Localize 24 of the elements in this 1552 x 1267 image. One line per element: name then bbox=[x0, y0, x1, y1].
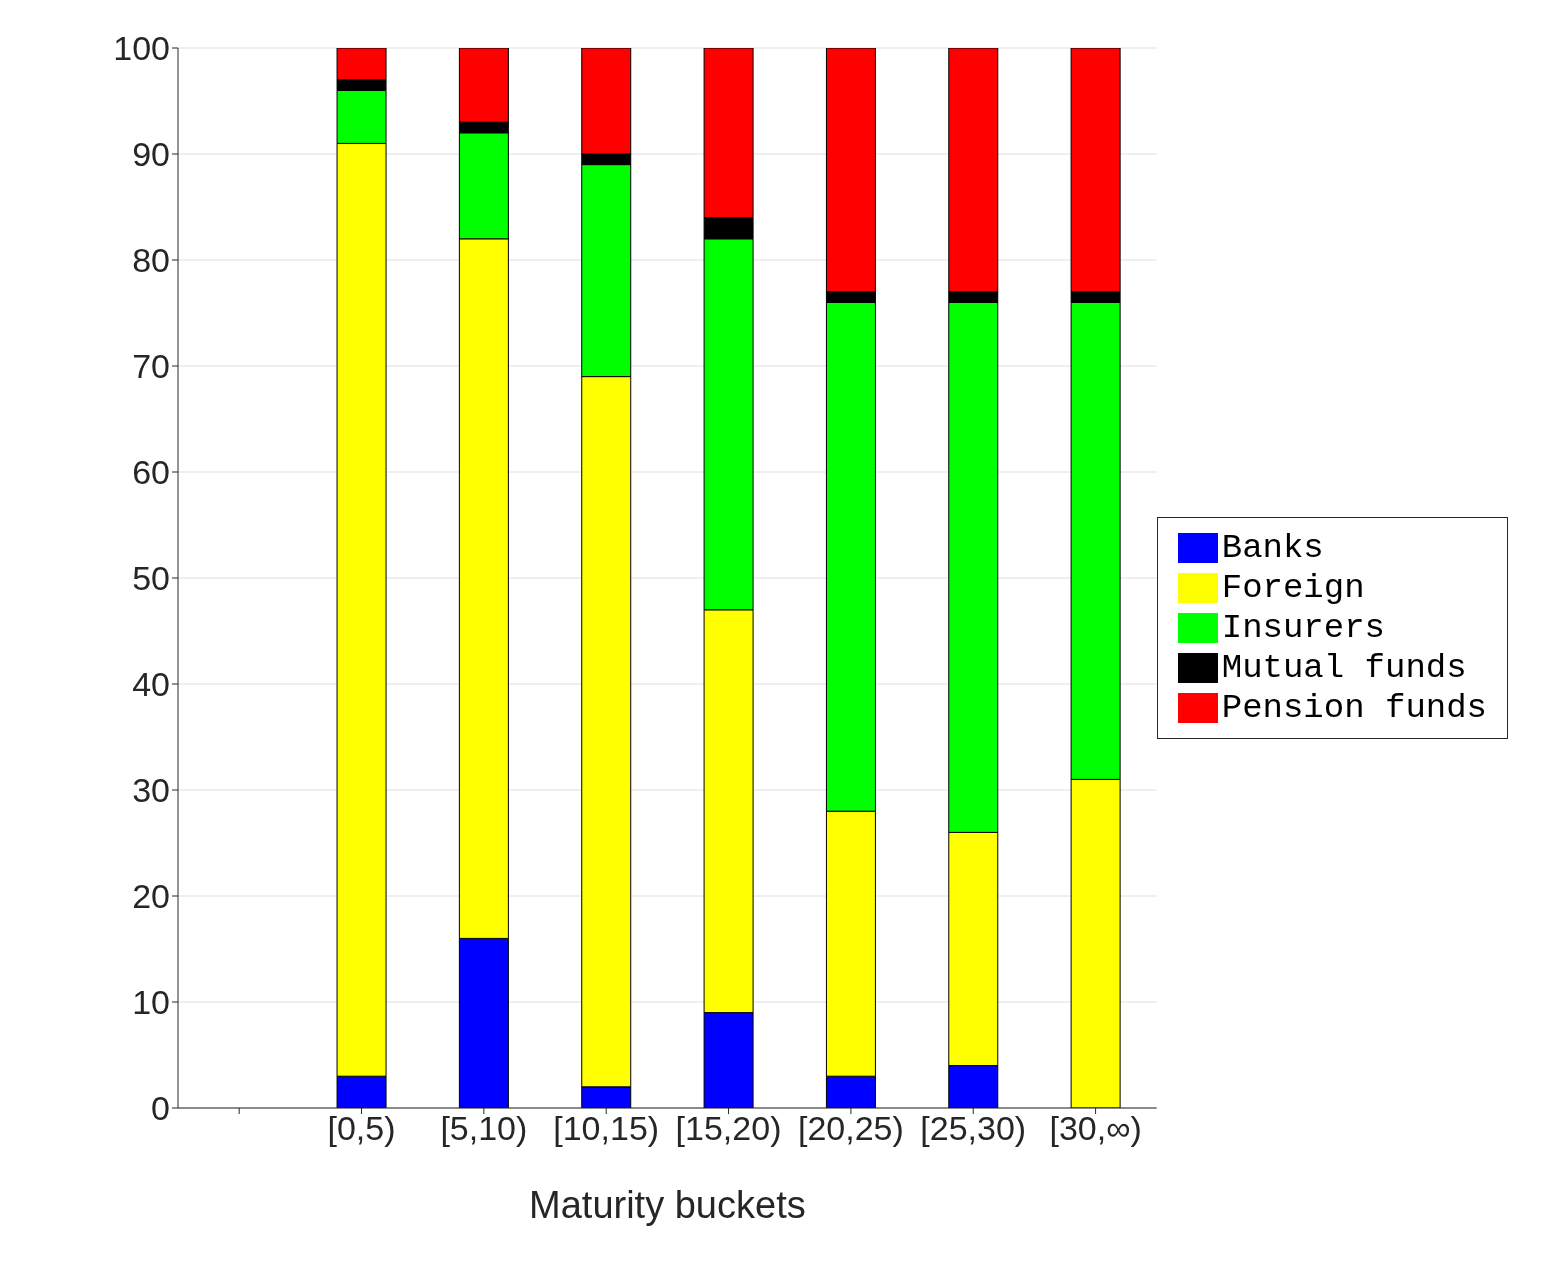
legend-label: Pension funds bbox=[1221, 688, 1487, 727]
x-tick-label: [5,10) bbox=[440, 1109, 528, 1148]
x-axis-title: Maturity buckets bbox=[529, 1184, 806, 1226]
legend-label: Foreign bbox=[1221, 568, 1365, 607]
legend-label: Insurers bbox=[1221, 608, 1385, 647]
y-tick-label: 40 bbox=[132, 665, 170, 704]
y-tick-label: 70 bbox=[132, 347, 170, 386]
x-tick-label: [20,25) bbox=[797, 1109, 904, 1148]
y-tick-label: 50 bbox=[132, 559, 170, 598]
y-tick-label: 10 bbox=[132, 983, 170, 1022]
x-tick-label: [0,5) bbox=[327, 1109, 396, 1148]
y-tick-label: 80 bbox=[132, 241, 170, 280]
x-tick-label: [25,30) bbox=[920, 1109, 1027, 1148]
x-tick-label: [30,∞) bbox=[1049, 1109, 1142, 1148]
x-tick-label: [15,20) bbox=[675, 1109, 782, 1148]
y-tick-label: 60 bbox=[132, 453, 170, 492]
legend-label: Banks bbox=[1221, 528, 1324, 567]
x-tick-label: [10,15) bbox=[553, 1109, 660, 1148]
y-tick-label: 100 bbox=[113, 29, 170, 68]
y-tick-label: 20 bbox=[132, 877, 170, 916]
y-tick-label: 90 bbox=[132, 135, 170, 174]
y-tick-label: 30 bbox=[132, 771, 170, 810]
legend-label: Mutual funds bbox=[1221, 648, 1467, 687]
y-tick-label: 0 bbox=[151, 1089, 170, 1128]
